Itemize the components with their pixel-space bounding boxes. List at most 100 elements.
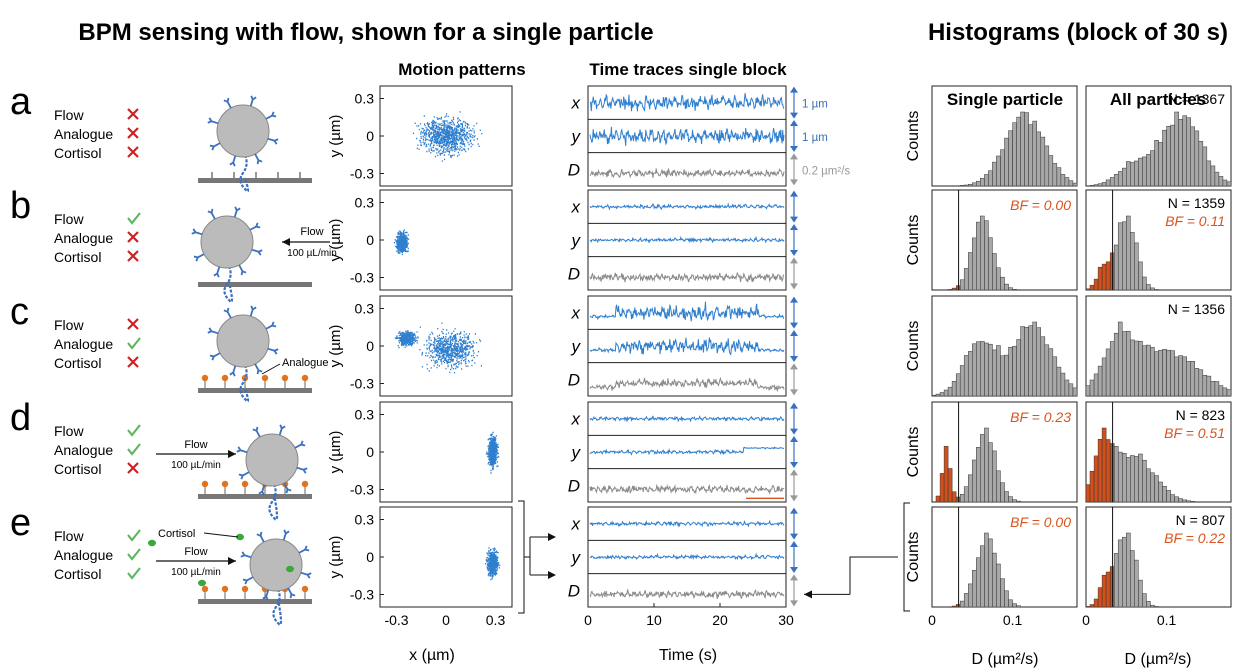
hist-bar [1146, 154, 1151, 187]
analogue-molecule [301, 585, 309, 593]
histogram-single: Counts [905, 85, 1078, 187]
analogue-molecule [221, 374, 229, 382]
hist-bar [1146, 284, 1151, 291]
histogram-all: N = 807 BF = 0.22 0 0.1 [1082, 506, 1232, 628]
hist-bar [1089, 284, 1095, 291]
scale-label: 0.2 µm²/s [802, 165, 850, 177]
hist-bar [992, 253, 997, 291]
hist-bar [1068, 383, 1074, 397]
antibody [207, 117, 219, 125]
antibody [207, 327, 219, 335]
antibody [265, 111, 277, 120]
hist-bar [1174, 111, 1179, 187]
y-tick-label: 0 [366, 128, 374, 144]
analogue-label: Analogue [282, 357, 329, 369]
x-tick-label: 10 [646, 612, 662, 628]
hist-bar [1060, 174, 1066, 187]
hist-bar [1122, 167, 1127, 187]
hist-bar [1154, 606, 1159, 608]
hist-bar [1154, 351, 1159, 397]
scatter-points [394, 322, 482, 374]
hist-bar [1182, 356, 1187, 397]
x-tick-label: 30 [778, 612, 794, 628]
histogram-all: N = 1359 BF = 0.11 [1085, 189, 1232, 291]
tether [223, 265, 234, 303]
hist-bar [1134, 456, 1139, 503]
hist-bar [1210, 165, 1216, 187]
hist-bar [996, 345, 1001, 397]
row-a: a Flow Analogue Cortisol 0.3 0 -0.3 y (µm) x 1 µm… [10, 81, 1232, 193]
main-title: BPM sensing with flow, shown for a singl… [78, 19, 653, 46]
hist-bar [1198, 141, 1204, 187]
hist-bar [1044, 344, 1050, 397]
hist-bar [1113, 553, 1119, 608]
hist-bar [1202, 375, 1208, 397]
hist-bar [988, 237, 993, 291]
histogram-single: Counts BF = 0.00 [905, 189, 1078, 291]
scatter-points [393, 229, 410, 256]
tether [268, 483, 279, 521]
antibody [193, 253, 205, 262]
tether [272, 588, 283, 626]
hist-bar [1150, 347, 1155, 397]
hist-bar [1122, 536, 1127, 608]
hist-bar [1142, 156, 1147, 187]
analogue-molecule [221, 480, 229, 488]
hist-bar [1214, 381, 1220, 397]
hist-bar [935, 495, 941, 503]
analogue-molecule [201, 374, 209, 382]
hist-bar [984, 342, 989, 397]
hist-bar [1154, 475, 1159, 503]
flow-arrowhead [228, 450, 236, 458]
antibody [236, 446, 248, 454]
x-tick-label: 0.1 [1157, 612, 1177, 628]
hist-bar [1206, 160, 1212, 187]
hist-bar [1072, 182, 1078, 187]
antibody [256, 531, 265, 543]
row-c: c Flow Analogue Cortisol Analogue 0.3 0 -0.3 y (… [10, 291, 1232, 403]
x-tick-label: 20 [712, 612, 728, 628]
hist-all-xlabel: D (µm²/s) [1125, 651, 1192, 668]
cross-icon [127, 146, 139, 158]
hist-bar [1109, 341, 1115, 397]
y-tick-label: -0.3 [350, 270, 374, 286]
hist-bar [968, 252, 973, 291]
trace-label-D: D [568, 264, 580, 283]
hist-single-xlabel: D (µm²/s) [972, 651, 1039, 668]
hist-bar [1134, 242, 1139, 291]
particle [216, 314, 270, 368]
analogue-molecule [301, 374, 309, 382]
hist-bar [988, 442, 993, 503]
hist-bar [935, 393, 941, 397]
trace-label-y: y [571, 337, 582, 356]
hist-bar [1004, 491, 1009, 503]
hist-bar [1000, 482, 1005, 503]
surface [198, 599, 312, 604]
hist-bar [980, 215, 985, 291]
hist-bar [1166, 490, 1171, 503]
antibody [262, 589, 270, 601]
panel-rows: a Flow Analogue Cortisol 0.3 0 -0.3 y (µm) x 1 µm… [10, 81, 1232, 628]
hist-bar [1146, 601, 1151, 608]
hist-bar [959, 600, 965, 608]
hist-bar [992, 552, 997, 608]
analogue-molecule [241, 480, 249, 488]
hist-bar [1162, 486, 1167, 503]
hist-ylabel: Counts [905, 427, 922, 478]
hist-bar [1024, 327, 1029, 397]
scatter-points [412, 111, 483, 162]
particle [249, 538, 303, 592]
hist-bracket [903, 502, 910, 612]
antibody [238, 264, 247, 276]
hist-bar [980, 545, 985, 608]
antibody [254, 363, 263, 375]
hist-bar [1008, 130, 1013, 187]
x-tick-label: 0 [928, 612, 936, 628]
n-label: N = 1367 [1168, 91, 1225, 107]
hist-bar [1126, 330, 1131, 397]
hist-bar [980, 341, 985, 397]
analogue-molecule [221, 585, 229, 593]
schematic: Analogue [198, 305, 329, 403]
hist-bar [955, 373, 961, 397]
hist-bar [1158, 142, 1163, 187]
